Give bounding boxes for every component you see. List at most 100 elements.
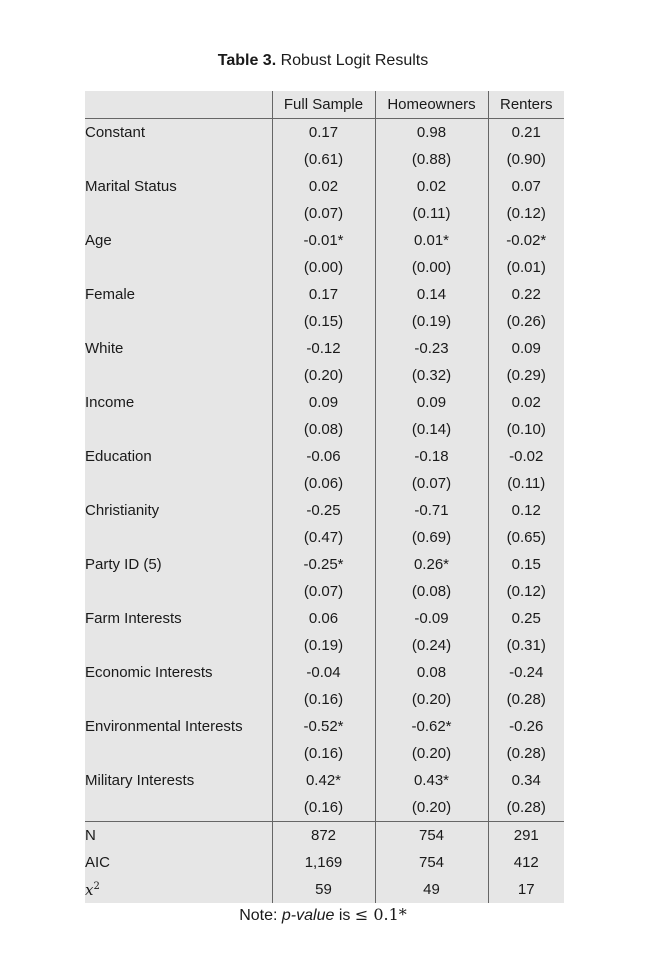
standard-error-cell: (0.15): [271, 308, 375, 335]
stat-name: N: [85, 821, 272, 849]
coefficient-cell: -0.02: [487, 443, 564, 470]
note-prefix: Note:: [239, 907, 282, 924]
coefficient-cell: 0.21: [487, 118, 564, 146]
header-full-sample: Full Sample: [271, 91, 375, 119]
note-pvalue: p-value: [281, 907, 335, 924]
coefficient-cell: 0.02: [374, 173, 488, 200]
coefficient-cell: 0.15: [487, 551, 564, 578]
standard-error-cell: (0.32): [374, 362, 488, 389]
coefficient-cell: 0.22: [487, 281, 564, 308]
standard-error-cell: (0.16): [271, 794, 375, 822]
table-row: (0.00) (0.00) (0.01): [85, 254, 564, 281]
variable-name: Income: [85, 394, 135, 411]
standard-error-cell: (0.16): [271, 686, 375, 713]
coefficient-cell: -0.01*: [271, 227, 375, 254]
coefficient-cell: -0.71: [374, 497, 488, 524]
note-middle: is: [334, 907, 355, 924]
table-row: Constant 0.17 0.98 0.21: [85, 118, 564, 146]
coefficient-cell: 0.08: [374, 659, 488, 686]
stat-name-base: x: [85, 880, 94, 899]
coefficient-cell: 0.12: [487, 497, 564, 524]
table-row: Party ID (5) -0.25* 0.26* 0.15: [85, 551, 564, 578]
table-row: (0.08) (0.14) (0.10): [85, 416, 564, 443]
stat-value-cell: 59: [271, 876, 375, 903]
standard-error-cell: (0.11): [487, 470, 564, 497]
standard-error-cell: (0.12): [487, 578, 564, 605]
stat-value-cell: 291: [487, 821, 564, 849]
standard-error-cell: (0.47): [271, 524, 375, 551]
standard-error-cell: (0.61): [271, 146, 375, 173]
variable-name: Marital Status: [85, 178, 177, 195]
variable-name-blank: [85, 740, 272, 767]
coefficient-cell: 0.09: [487, 335, 564, 362]
stat-value-cell: 49: [374, 876, 488, 903]
note-threshold: ≤ 0.1*: [354, 905, 407, 924]
variable-name-blank: [85, 524, 272, 551]
coefficient-cell: -0.25*: [271, 551, 375, 578]
table-row: (0.16) (0.20) (0.28): [85, 686, 564, 713]
table-row: (0.19) (0.24) (0.31): [85, 632, 564, 659]
coefficient-cell: 0.17: [271, 118, 375, 146]
table-row: Age -0.01* 0.01* -0.02*: [85, 227, 564, 254]
table-row: AIC 1,169 754 412: [85, 849, 564, 876]
standard-error-cell: (0.19): [374, 308, 488, 335]
variable-name-blank: [85, 146, 272, 173]
table-note: Note: p-value is ≤ 0.1*: [0, 905, 646, 925]
coefficient-cell: 0.09: [374, 389, 488, 416]
variable-name: Farm Interests: [85, 610, 182, 627]
coefficient-cell: -0.06: [271, 443, 375, 470]
variable-name: Education: [85, 448, 152, 465]
variable-name-blank: [85, 794, 272, 822]
variable-name-blank: [85, 686, 272, 713]
caption-title: Robust Logit Results: [280, 52, 429, 69]
standard-error-cell: (0.16): [271, 740, 375, 767]
standard-error-cell: (0.12): [487, 200, 564, 227]
table-row: (0.61) (0.88) (0.90): [85, 146, 564, 173]
results-table: Full Sample Homeowners Renters Constant 0…: [85, 91, 564, 903]
table-row: (0.07) (0.08) (0.12): [85, 578, 564, 605]
standard-error-cell: (0.28): [487, 794, 564, 822]
table-row: White -0.12 -0.23 0.09: [85, 335, 564, 362]
coefficient-cell: -0.62*: [374, 713, 488, 740]
coefficient-cell: 0.98: [374, 118, 488, 146]
variable-name-blank: [85, 200, 272, 227]
standard-error-cell: (0.00): [374, 254, 488, 281]
header-renters: Renters: [487, 91, 564, 119]
variable-name-blank: [85, 578, 272, 605]
standard-error-cell: (0.65): [487, 524, 564, 551]
standard-error-cell: (0.28): [487, 686, 564, 713]
variable-name-blank: [85, 632, 272, 659]
standard-error-cell: (0.26): [487, 308, 564, 335]
variable-name: Female: [85, 286, 136, 303]
variable-name: Christianity: [85, 502, 160, 519]
variable-name-blank: [85, 470, 272, 497]
standard-error-cell: (0.08): [374, 578, 488, 605]
table-row: Christianity -0.25 -0.71 0.12: [85, 497, 564, 524]
table-row: (0.06) (0.07) (0.11): [85, 470, 564, 497]
standard-error-cell: (0.06): [271, 470, 375, 497]
table-row: Environmental Interests -0.52* -0.62* -0.26: [85, 713, 564, 740]
stat-name: AIC: [85, 854, 111, 871]
coefficient-cell: -0.52*: [271, 713, 375, 740]
table-row: x2 59 49 17: [85, 876, 564, 903]
stat-value-cell: 754: [374, 821, 488, 849]
coefficient-cell: 0.14: [374, 281, 488, 308]
stat-value-cell: 754: [374, 849, 488, 876]
standard-error-cell: (0.90): [487, 146, 564, 173]
coefficient-cell: 0.26*: [374, 551, 488, 578]
standard-error-cell: (0.07): [271, 200, 375, 227]
standard-error-cell: (0.07): [271, 578, 375, 605]
variable-name: Age: [85, 232, 112, 249]
coefficient-cell: 0.01*: [374, 227, 488, 254]
coefficient-cell: -0.09: [374, 605, 488, 632]
variable-name: Economic Interests: [85, 664, 213, 681]
coefficient-cell: -0.23: [374, 335, 488, 362]
table-row: Female 0.17 0.14 0.22: [85, 281, 564, 308]
coefficient-cell: 0.34: [487, 767, 564, 794]
coefficient-cell: -0.12: [271, 335, 375, 362]
table-body: Constant 0.17 0.98 0.21 (0.61) (0.88) (0.90) Ma…: [85, 118, 564, 903]
stat-value-cell: 412: [487, 849, 564, 876]
table-row: (0.15) (0.19) (0.26): [85, 308, 564, 335]
stat-value-cell: 17: [487, 876, 564, 903]
variable-name-blank: [85, 362, 272, 389]
